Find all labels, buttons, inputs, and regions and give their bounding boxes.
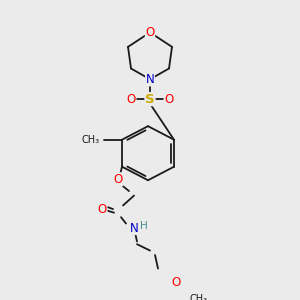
Text: O: O [146,26,154,39]
Text: O: O [164,93,174,106]
Text: H: H [140,221,148,231]
Text: O: O [171,276,181,289]
Text: CH₃: CH₃ [82,135,100,145]
Text: CH₃: CH₃ [189,294,207,300]
Text: O: O [126,93,136,106]
Text: O: O [98,203,106,217]
Text: N: N [130,221,138,235]
Text: N: N [146,73,154,86]
Text: S: S [145,93,155,106]
Text: O: O [113,173,123,186]
